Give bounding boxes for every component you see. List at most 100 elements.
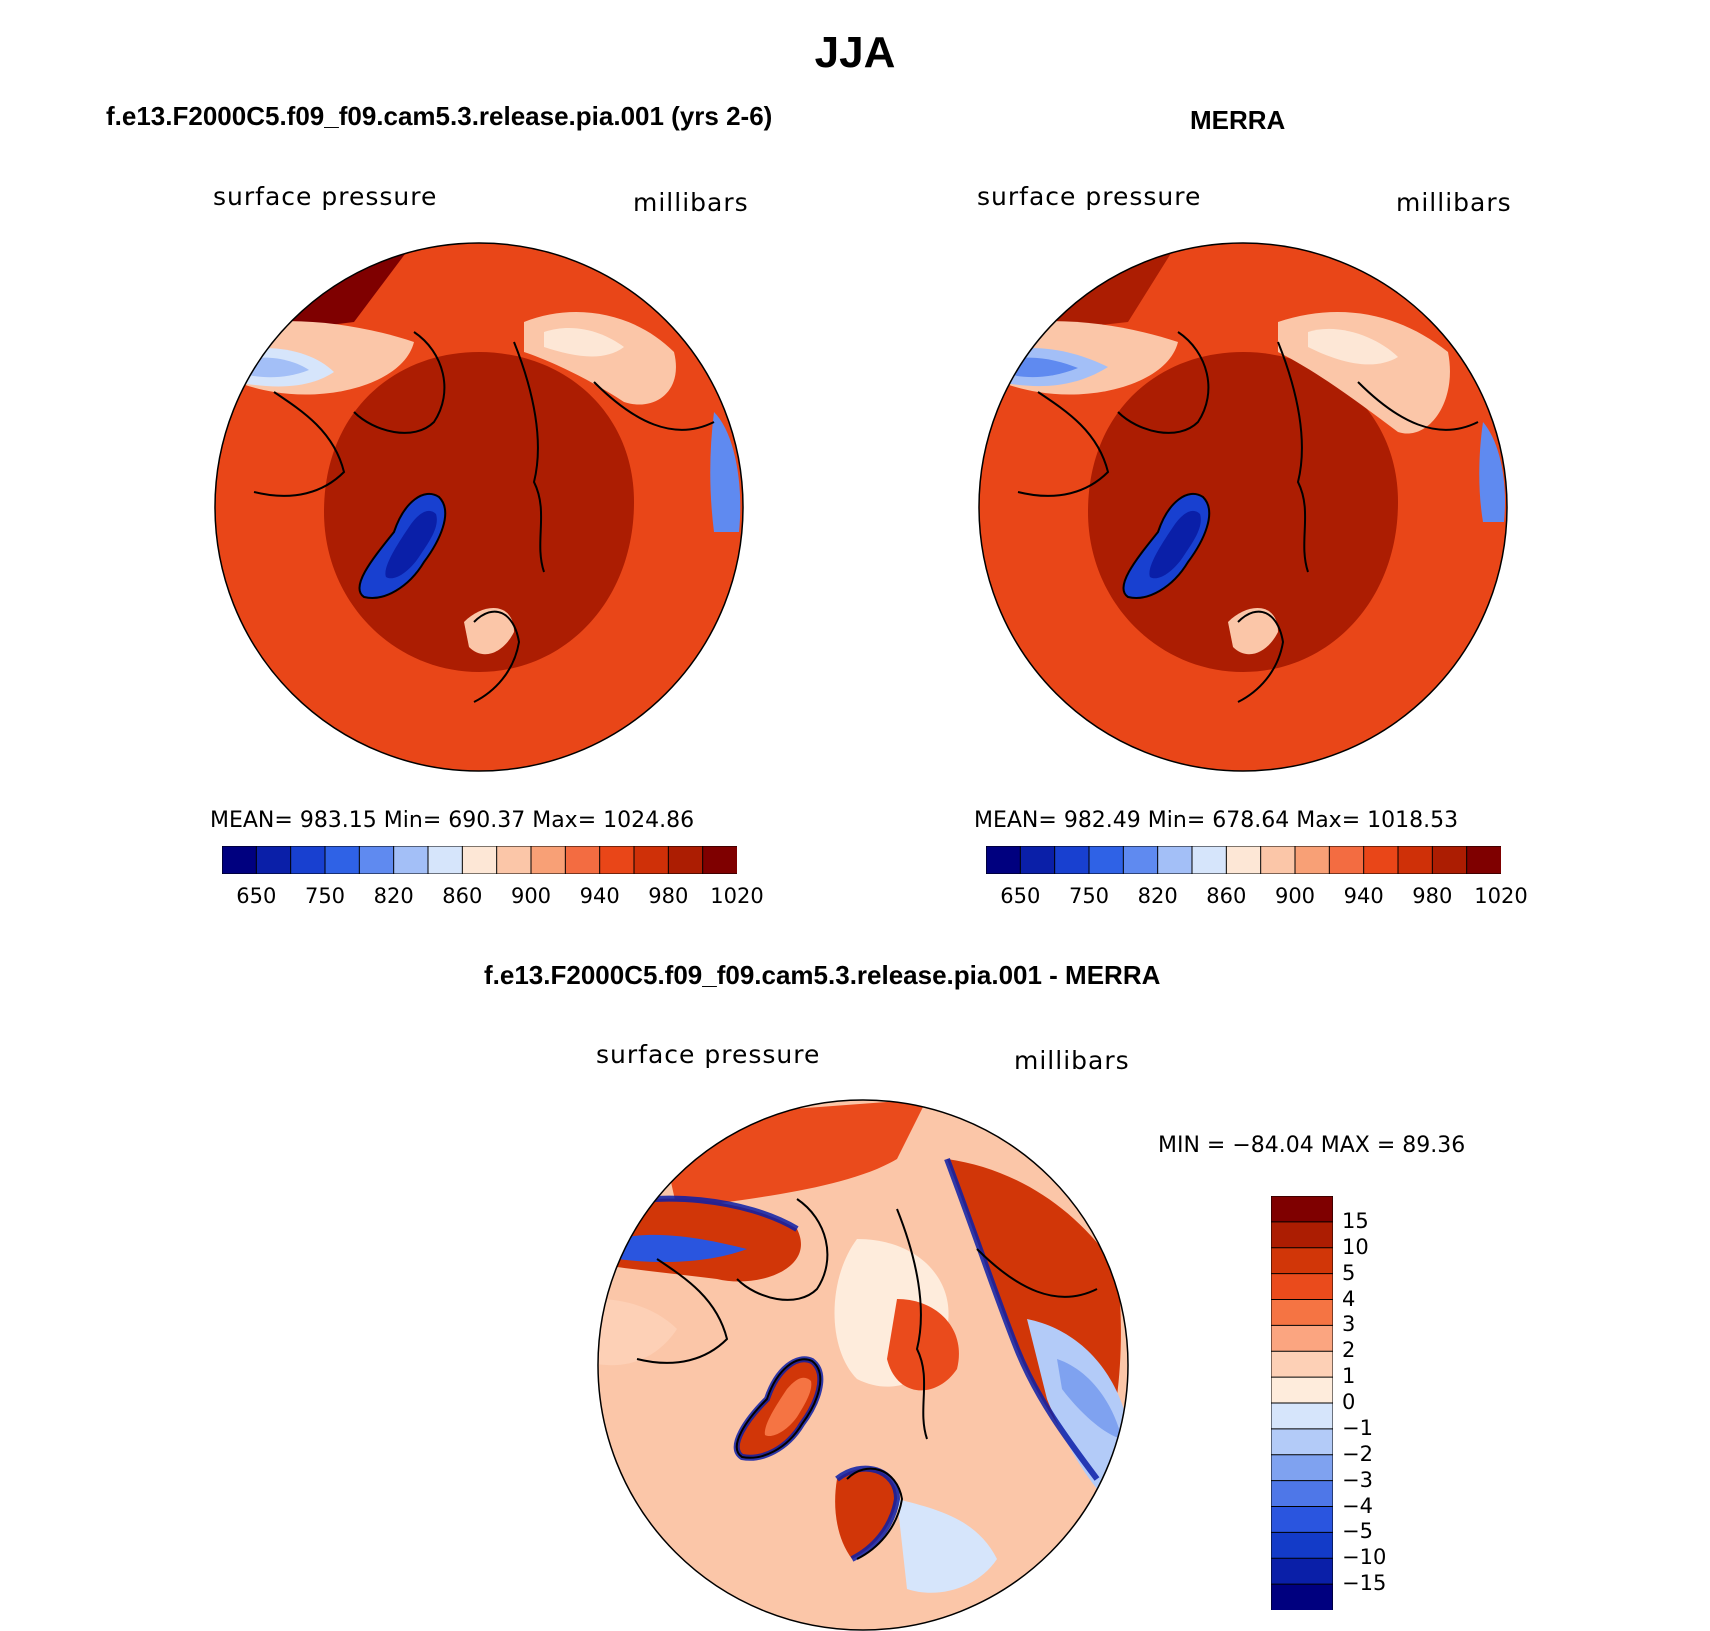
panel-1-colorbar-box [564,846,601,874]
diff-colorbar-box [1271,1428,1333,1456]
panel-1-colorbar-box [599,846,636,874]
panel-1-colorbar-box [427,846,464,874]
panel-2-colorbar-box [1157,846,1193,874]
panel-1-colorbar-tick-label: 980 [648,884,689,908]
diff-colorbar-tick-label: 0 [1342,1390,1356,1414]
diff-colorbar-box [1271,1273,1333,1301]
panel-2-colorbar-box [1466,846,1501,874]
diff-colorbar-box [1271,1350,1333,1379]
map-border [214,242,744,772]
panel-2-colorbar-tick-label: 820 [1137,884,1178,908]
diff-header: f.e13.F2000C5.f09_f09.cam5.3.release.pia… [484,960,1161,990]
panel-1-colorbar-box [393,846,429,874]
diff-colorbar-box [1271,1480,1333,1508]
panel-2-colorbar-tick-label: 940 [1343,884,1384,908]
diff-colorbar-tick-label: 2 [1342,1338,1356,1363]
coastlines [253,331,715,703]
panel-1-colorbar-box [496,846,533,874]
panel-2-colorbar-tick-label: 750 [1068,884,1110,908]
diff-colorbar-tick-label: 4 [1342,1286,1356,1311]
diff-stats: MIN = −84.04 MAX = 89.36 [1158,1133,1466,1158]
panel-2-colorbar-box [1122,846,1159,874]
diff-colorbar-tick-label: −2 [1342,1441,1373,1466]
panel-1-header: f.e13.F2000C5.f09_f09.cam5.3.release.pia… [106,101,773,131]
scandinavia-positive-region [835,1468,897,1559]
diff-colorbar-box [1271,1402,1333,1430]
panel-1-stats: MEAN= 983.15 Min= 690.37 Max= 1024.86 [210,808,695,833]
diff-colorbar [1271,1196,1333,1610]
diff-colorbar-tick-label: 3 [1342,1312,1356,1337]
panel-2-colorbar-ticks: 650 750 820 860 900 940 980 1020 [986,884,1527,914]
diff-colorbar-box [1271,1196,1333,1223]
panel-1-map [214,242,744,772]
panel-1-colorbar-box [358,846,395,874]
panel-2-colorbar-tick-label: 900 [1274,884,1316,908]
panel-1-colorbar [222,846,737,874]
panel-1-colorbar-box [290,846,326,874]
diff-colorbar-box [1271,1247,1333,1275]
diff-colorbar-box [1271,1299,1333,1327]
diff-colorbar-tick-label: −3 [1342,1467,1373,1492]
panel-1-colorbar-box [633,846,670,874]
panel-1-colorbar-ticks: 650 750 820 860 900 940 980 1020 [222,884,763,914]
panel-2-colorbar-box [1260,846,1297,874]
diff-units: millibars [1014,1046,1130,1075]
panel-2-colorbar-box [1294,846,1331,874]
panel-1-variable: surface pressure [213,182,438,211]
panel-2-colorbar-tick-label: 860 [1206,884,1247,908]
diff-colorbar-box [1271,1324,1333,1353]
diff-colorbar-box [1271,1506,1333,1534]
panel-2-colorbar-box [1397,846,1434,874]
coastlines [636,1198,1098,1560]
panel-2-colorbar-box [1019,846,1056,874]
panel-2-colorbar-tick-label: 1020 [1474,884,1528,908]
panel-2-colorbar-box [1054,846,1090,874]
panel-2-colorbar-tick-label: 980 [1412,884,1453,908]
panel-2-colorbar [986,846,1501,874]
diff-colorbar-box [1271,1454,1333,1482]
coastlines [1017,331,1479,703]
diff-colorbar-tick-label: −4 [1342,1493,1373,1518]
panel-1-colorbar-box [324,846,361,874]
panel-2-colorbar-box [1431,846,1468,874]
diff-colorbar-tick-label: 5 [1342,1260,1356,1285]
panel-2-variable: surface pressure [977,182,1202,211]
panel-1-colorbar-tick-label: 750 [304,884,346,908]
panel-1-colorbar-box [222,846,258,874]
panel-2-colorbar-box [986,846,1022,874]
panel-1-colorbar-tick-label: 860 [442,884,483,908]
panel-2-colorbar-box [1363,846,1400,874]
diff-variable: surface pressure [596,1040,821,1069]
diff-colorbar-box [1271,1221,1333,1249]
panel-1-colorbar-tick-label: 820 [373,884,414,908]
diff-colorbar-tick-label: 1 [1342,1364,1356,1389]
panel-1-units: millibars [633,188,749,217]
panel-2-colorbar-box [1191,846,1228,874]
panel-1-colorbar-tick-label: 1020 [710,884,764,908]
diff-colorbar-box [1271,1376,1333,1405]
panel-1-colorbar-box [530,846,567,874]
panel-1-colorbar-box [702,846,737,874]
diff-colorbar-box [1271,1531,1333,1560]
panel-2-units: millibars [1396,188,1512,217]
diff-map [597,1099,1129,1631]
panel-1-colorbar-tick-label: 900 [510,884,552,908]
panel-2-stats: MEAN= 982.49 Min= 678.64 Max= 1018.53 [974,808,1459,833]
map-border [978,242,1508,772]
panel-2-colorbar-box [1328,846,1365,874]
panel-2-colorbar-box [1225,846,1262,874]
rockies-low-region [1479,422,1506,522]
diff-colorbar-tick-label: 15 [1342,1208,1369,1233]
rockies-negative-region [1027,1319,1128,1519]
panel-1-colorbar-tick-label: 940 [579,884,620,908]
page-title: JJA [814,28,896,77]
panel-1-colorbar-box [667,846,704,874]
diff-colorbar-ticks: 15 10 5 4 3 2 1 0 −1 −2 −3 −4 −5 −10 −15 [1342,1196,1422,1610]
diff-colorbar-tick-label: −5 [1342,1519,1373,1544]
diff-colorbar-tick-label: −10 [1342,1545,1387,1570]
rockies-low-region [710,412,741,532]
diff-colorbar-tick-label: 10 [1342,1234,1369,1259]
panel-2-map [978,242,1508,772]
panel-1-colorbar-box [255,846,292,874]
panel-1-colorbar-tick-label: 650 [236,884,277,908]
